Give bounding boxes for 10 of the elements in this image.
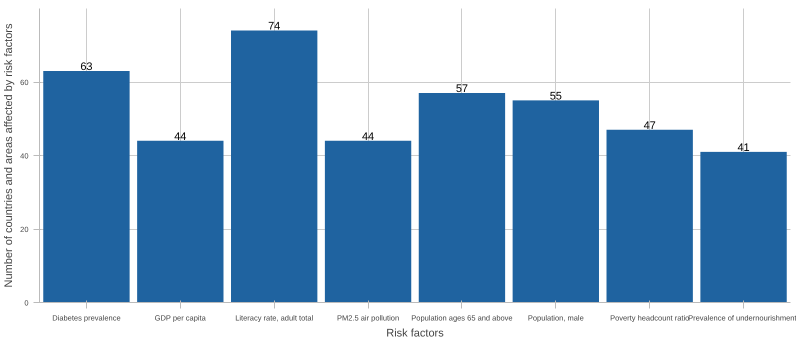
data-label: 74	[268, 20, 280, 33]
data-label: 47	[644, 120, 656, 132]
data-label: 63	[80, 60, 93, 73]
data-label: 44	[174, 130, 186, 143]
data-label: 41	[737, 142, 750, 154]
data-label: 55	[550, 90, 562, 102]
y-axis-title: Number of countries and areas affected by risk factors	[3, 23, 16, 288]
data-label: 44	[362, 130, 374, 143]
data-label: 57	[456, 83, 468, 96]
x-axis-title: Risk factors	[386, 328, 444, 340]
